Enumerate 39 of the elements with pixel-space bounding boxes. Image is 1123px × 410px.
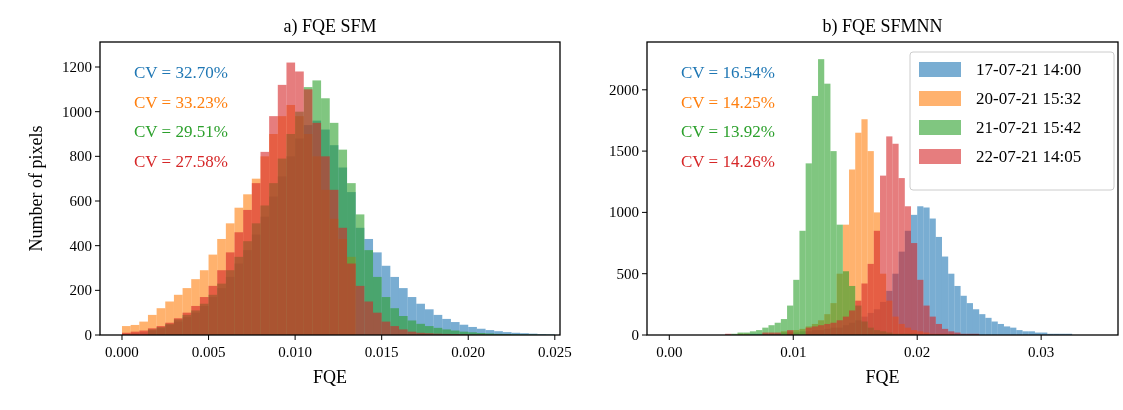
x-tick-label: 0.02 (904, 344, 931, 360)
annotation: CV = 33.23% (134, 92, 228, 112)
y-tick-label: 600 (69, 193, 92, 210)
x-axis-title: FQE (312, 367, 348, 387)
y-tick-label: 0 (84, 327, 92, 343)
annotation: CV = 32.70% (134, 63, 228, 82)
y-axis-title: Number of pixels (26, 125, 46, 252)
annotation: CV = 14.26% (681, 151, 775, 171)
y-tick-label: 1000 (609, 204, 639, 221)
y-tick-label: 800 (69, 148, 92, 165)
legend-label: 21-07-21 15:42 (976, 118, 1082, 137)
y-tick-label: 1200 (62, 59, 92, 76)
legend-label: 20-07-21 15:32 (976, 89, 1082, 108)
y-tick-label: 1500 (609, 143, 639, 160)
x-tick-label: 0.01 (780, 344, 807, 360)
annotation: CV = 29.51% (134, 122, 228, 141)
annotation: CV = 27.58% (134, 151, 228, 171)
y-tick-label: 400 (69, 237, 92, 254)
annotation: CV = 16.54% (681, 63, 775, 82)
annotation: CV = 14.25% (681, 92, 775, 112)
y-tick-label: 500 (616, 265, 639, 282)
y-tick-label: 1000 (62, 103, 92, 120)
y-tick-label: 2000 (609, 81, 639, 98)
x-tick-label: 0.015 (364, 344, 399, 360)
x-tick-label: 0.005 (191, 344, 226, 360)
x-tick-label: 0.000 (105, 344, 139, 360)
legend-label: 17-07-21 14:00 (976, 60, 1082, 79)
x-tick-label: 0.03 (1028, 344, 1055, 360)
chart-title: a) FQE SFM (283, 16, 377, 37)
legend-label: 22-07-21 14:05 (976, 147, 1082, 166)
x-tick-label: 0.010 (278, 344, 312, 360)
x-tick-label: 0.00 (656, 344, 683, 360)
annotation: CV = 13.92% (681, 122, 775, 141)
x-tick-label: 0.020 (451, 344, 486, 360)
x-tick-label: 0.025 (537, 344, 572, 360)
y-tick-label: 0 (631, 327, 639, 343)
chart-title: b) FQE SFMNN (822, 16, 943, 37)
y-tick-label: 200 (69, 282, 92, 299)
x-axis-title: FQE (865, 367, 900, 387)
